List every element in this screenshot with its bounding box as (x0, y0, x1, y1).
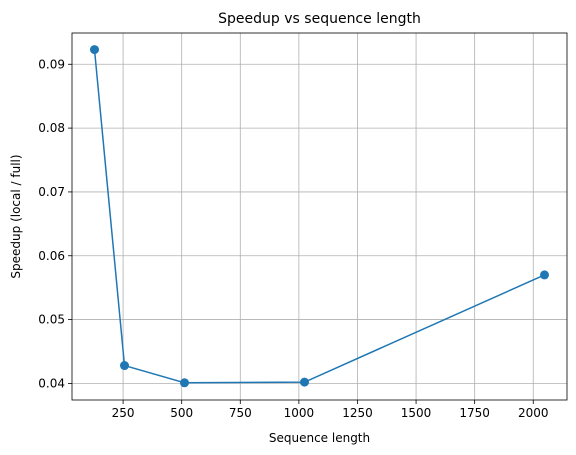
plot-frame (71, 32, 568, 401)
y-axis-label: Speedup (local / full) (9, 154, 23, 278)
y-tick-label: 0.08 (38, 121, 65, 135)
x-axis-label: Sequence length (269, 431, 370, 445)
x-tick-label: 1750 (459, 406, 490, 420)
y-tick-label: 0.09 (38, 57, 65, 71)
data-point (120, 361, 129, 371)
data-point (300, 377, 309, 387)
y-tick-label: 0.05 (38, 313, 65, 327)
x-tick-label: 2000 (518, 406, 549, 420)
series (90, 45, 549, 388)
data-point (180, 378, 189, 388)
grid (72, 33, 567, 400)
x-tick-label: 1000 (284, 406, 315, 420)
x-tick-label: 750 (229, 406, 252, 420)
y-tick-label: 0.06 (38, 249, 65, 263)
data-point (540, 270, 549, 280)
x-tick-label: 500 (170, 406, 193, 420)
x-tick-label: 1500 (401, 406, 432, 420)
data-point (90, 45, 99, 55)
chart-title: Speedup vs sequence length (218, 11, 421, 27)
x-tick-label: 1250 (342, 406, 373, 420)
ticks: 250 500 750 1000 1250 1500 1750 2000 0.04 0.05 0.0… (38, 57, 548, 420)
x-tick-label: 250 (112, 406, 135, 420)
y-tick-label: 0.07 (38, 185, 65, 199)
y-tick-label: 0.04 (38, 376, 65, 390)
